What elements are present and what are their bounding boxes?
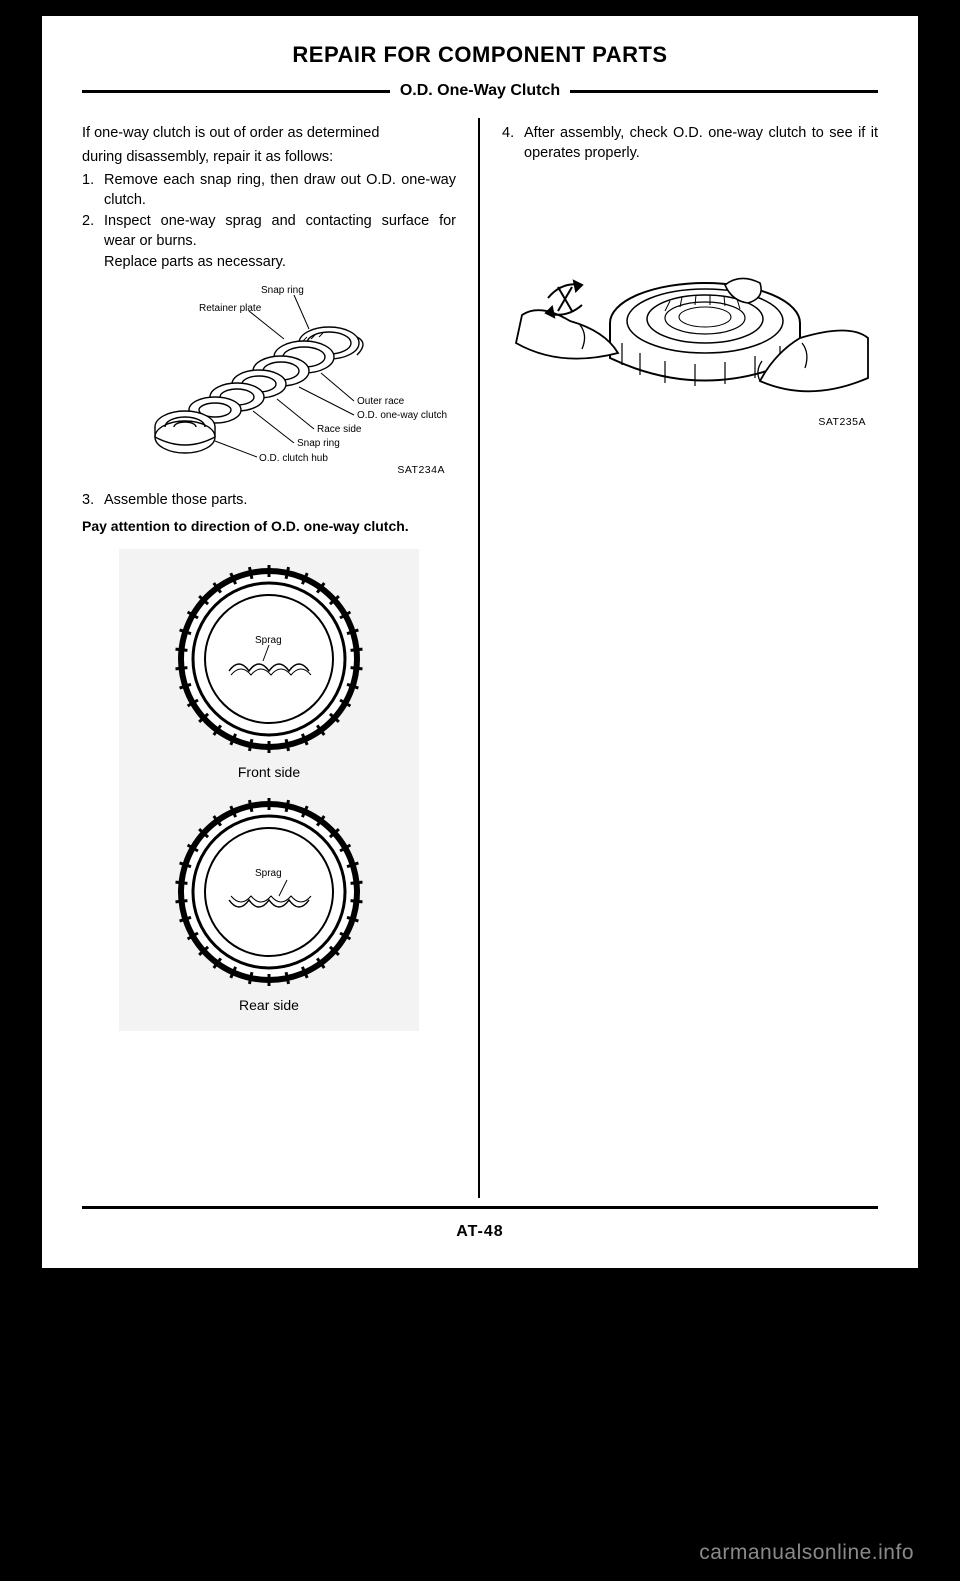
front-side-caption: Front side — [119, 763, 419, 782]
label-od-oneway: O.D. one-way clutch — [357, 410, 447, 421]
manual-page: REPAIR FOR COMPONENT PARTS O.D. One-Way … — [42, 16, 918, 1268]
rule-right — [570, 90, 878, 93]
sprag-label-rear: Sprag — [255, 868, 282, 879]
two-column-body: If one-way clutch is out of order as det… — [82, 118, 878, 1198]
figure-code-2: SAT235A — [818, 415, 866, 429]
step-4-list: 4. After assembly, check O.D. one-way cl… — [502, 124, 878, 163]
step-1-text: Remove each snap ring, then draw out O.D… — [104, 171, 456, 210]
step-2: 2. Inspect one-way sprag and contacting … — [82, 212, 456, 251]
sprag-front-figure: Sprag — [169, 559, 369, 759]
intro-line-1: If one-way clutch is out of order as det… — [82, 124, 456, 144]
section-label: O.D. One-Way Clutch — [390, 82, 570, 100]
label-retainer-plate: Retainer plate — [199, 303, 262, 314]
page-number: AT-48 — [82, 1223, 878, 1241]
label-od-clutch-hub: O.D. clutch hub — [259, 453, 328, 464]
step-3-list: 3. Assemble those parts. — [82, 491, 456, 511]
step-3-text: Assemble those parts. — [104, 491, 456, 511]
label-outer-race: Outer race — [357, 396, 405, 407]
step-list: 1. Remove each snap ring, then draw out … — [82, 171, 456, 251]
left-column: If one-way clutch is out of order as det… — [82, 118, 480, 1198]
step-2-cont: Replace parts as necessary. — [104, 253, 456, 273]
step-3-number: 3. — [82, 491, 104, 511]
label-snap-ring-2: Snap ring — [297, 438, 340, 449]
figure-hands-check: SAT235A — [510, 203, 870, 433]
step-4-number: 4. — [502, 124, 524, 163]
right-column: 4. After assembly, check O.D. one-way cl… — [480, 118, 878, 1198]
step-4: 4. After assembly, check O.D. one-way cl… — [502, 124, 878, 163]
figure-exploded-view: Snap ring Retainer plate Outer race O.D.… — [89, 281, 449, 481]
step-4-text: After assembly, check O.D. one-way clutc… — [524, 124, 878, 163]
bottom-rule — [82, 1206, 878, 1209]
intro-line-2: during disassembly, repair it as follows… — [82, 148, 456, 168]
rear-side-caption: Rear side — [119, 996, 419, 1015]
step-1-number: 1. — [82, 171, 104, 210]
sprag-figures: Sprag Front side — [119, 549, 419, 1031]
watermark: carmanualsonline.info — [699, 1541, 914, 1565]
figure-code-1: SAT234A — [397, 463, 445, 477]
step-2-number: 2. — [82, 212, 104, 251]
section-heading: O.D. One-Way Clutch — [82, 82, 878, 100]
sprag-label-front: Sprag — [255, 635, 282, 646]
page-title: REPAIR FOR COMPONENT PARTS — [82, 42, 878, 68]
rule-left — [82, 90, 390, 93]
step-1: 1. Remove each snap ring, then draw out … — [82, 171, 456, 210]
step-2-text: Inspect one-way sprag and contacting sur… — [104, 212, 456, 251]
attention-note: Pay attention to direction of O.D. one-w… — [82, 517, 456, 536]
label-snap-ring: Snap ring — [261, 285, 304, 296]
sprag-rear-figure: Sprag — [169, 792, 369, 992]
step-3: 3. Assemble those parts. — [82, 491, 456, 511]
label-race-side: Race side — [317, 424, 362, 435]
